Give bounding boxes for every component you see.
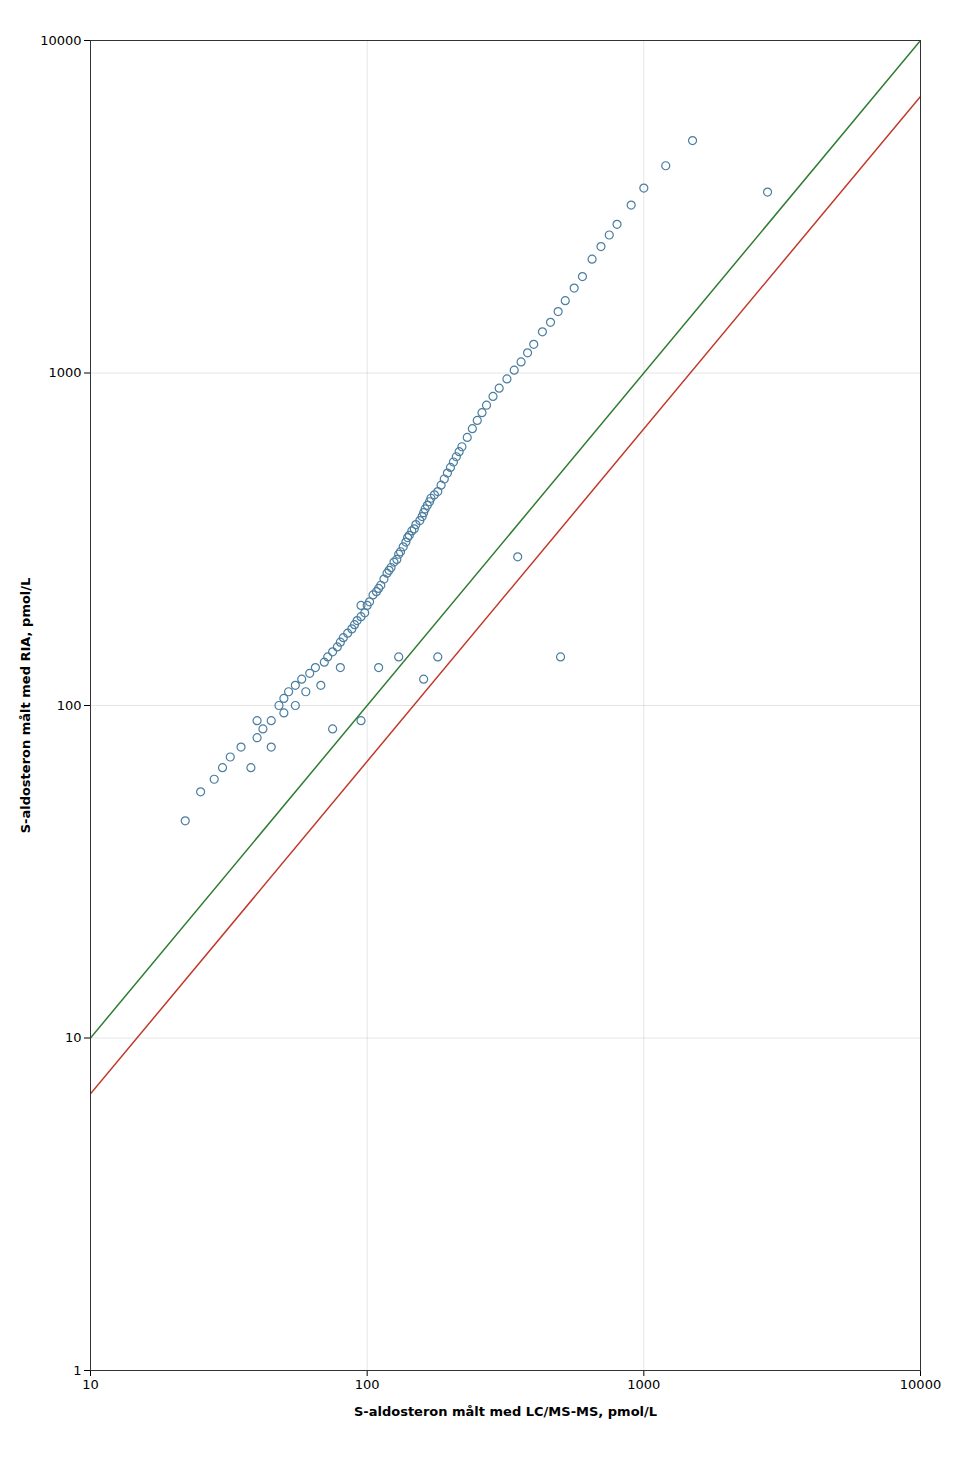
svg-text:1: 1 — [73, 1363, 81, 1378]
svg-text:10000: 10000 — [40, 33, 81, 48]
svg-text:10000: 10000 — [900, 1377, 941, 1392]
svg-text:10: 10 — [65, 1030, 82, 1045]
svg-text:100: 100 — [355, 1377, 380, 1392]
svg-text:S-aldosteron målt med RIA, pmo: S-aldosteron målt med RIA, pmol/L — [18, 578, 33, 834]
svg-text:100: 100 — [57, 698, 82, 713]
svg-text:10: 10 — [82, 1377, 99, 1392]
svg-text:1000: 1000 — [48, 365, 81, 380]
svg-text:1000: 1000 — [627, 1377, 660, 1392]
svg-text:S-aldosteron målt med LC/MS-MS: S-aldosteron målt med LC/MS-MS, pmol/L — [354, 1404, 657, 1419]
